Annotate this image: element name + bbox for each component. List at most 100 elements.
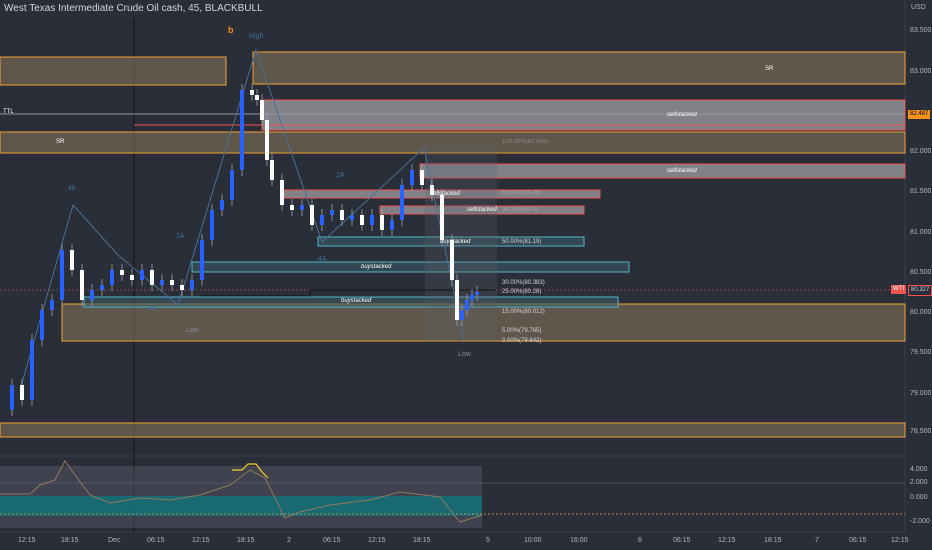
fib-level-label: 15.00%(80.012)	[502, 309, 545, 315]
candle-body	[460, 310, 464, 320]
candle-body	[10, 385, 14, 410]
time-tick: 12:15	[18, 537, 36, 544]
candle-body	[80, 270, 84, 300]
price-tick: 81.500	[910, 188, 932, 195]
price-tick: 82.000	[910, 148, 932, 155]
wave-label-high: High	[249, 33, 264, 40]
sr-zone-low[interactable]	[61, 303, 906, 342]
wave-label: 1A	[176, 233, 185, 240]
fib-level-label: 38.20%(81.0)	[502, 207, 539, 213]
time-tick: 18:15	[61, 537, 79, 544]
time-tick: 12:15	[891, 537, 909, 544]
candle-body	[440, 195, 444, 240]
indicator-fill	[0, 496, 482, 516]
current-price-tag: 82.487	[908, 110, 931, 119]
fib-level-label: 25.00%(80.28)	[502, 289, 542, 295]
sr-zone-top-left[interactable]	[0, 56, 227, 86]
candle-body	[90, 290, 94, 300]
sell-zone-label: sellstacked	[667, 168, 697, 174]
time-tick: 18:15	[237, 537, 255, 544]
wave-label: 4A	[148, 306, 157, 313]
sr-label-top: SR	[765, 66, 774, 72]
candle-body	[270, 160, 274, 180]
fib-level-label: 50.00%(81.19)	[502, 239, 542, 245]
sell-zone-label: sellstacked	[667, 112, 697, 118]
buy-zone-label: buystacked	[341, 298, 372, 304]
time-tick: 6	[638, 537, 642, 544]
candle-body	[240, 90, 244, 170]
time-tick: 7	[815, 537, 819, 544]
candle-body	[475, 292, 479, 295]
price-tick: 78.500	[910, 428, 932, 435]
sr-zone-top[interactable]	[252, 51, 906, 85]
candle-body	[250, 90, 254, 95]
price-tick: 80.000	[910, 309, 932, 316]
fib-retracement-box[interactable]	[425, 143, 497, 342]
ttl-label: TTL	[3, 109, 14, 115]
time-tick: 5	[486, 537, 490, 544]
candle-body	[370, 215, 374, 225]
candle-body	[255, 95, 259, 100]
sr-zone-bottom[interactable]	[0, 422, 906, 438]
candle-body	[400, 185, 404, 220]
candle-body	[450, 240, 454, 280]
candle-body	[200, 240, 204, 280]
candle-body	[350, 215, 354, 220]
candle-body	[20, 385, 24, 400]
sell-zone-4[interactable]	[379, 205, 585, 215]
price-tick: 83.500	[910, 27, 932, 34]
currency-label: USD	[911, 4, 926, 11]
indicator-tick: 0.000	[910, 494, 928, 501]
sell-zone-label: sellstacked	[467, 207, 497, 213]
candle-body	[340, 210, 344, 220]
candle-body	[280, 180, 284, 205]
candles	[10, 84, 479, 416]
candle-body	[100, 285, 104, 290]
candle-body	[180, 285, 184, 290]
fib-level-label: 30.00%(80.383)	[502, 280, 545, 286]
candle-body	[410, 170, 414, 185]
indicator-tick: 2.000	[910, 479, 928, 486]
candle-body	[230, 170, 234, 200]
candle-body	[210, 210, 214, 240]
candle-body	[160, 280, 164, 285]
candle-body	[300, 205, 304, 210]
wti-price-tag: 80.327	[908, 285, 932, 296]
fib-level-label: 100.00%(82.059)	[502, 139, 549, 145]
candle-body	[310, 205, 314, 225]
time-tick: 06:15	[673, 537, 691, 544]
time-tick: 10:00	[524, 537, 542, 544]
candle-body	[380, 215, 384, 230]
time-tick: 06:15	[323, 537, 341, 544]
price-tick: 83.000	[910, 68, 932, 75]
candle-body	[190, 280, 194, 290]
fib-level-label: 0.00%(79.642)	[502, 338, 542, 344]
buy-zone-2[interactable]	[191, 261, 630, 273]
buy-zone-label: buystacked	[440, 239, 471, 245]
wti-symbol-tag: WTI	[891, 285, 906, 294]
fib-level-label: 5.00%(79.765)	[502, 328, 542, 334]
candle-body	[265, 120, 269, 160]
candle-body	[330, 210, 334, 215]
price-tick: 81.000	[910, 229, 932, 236]
indicator-line	[0, 460, 483, 523]
price-tick: 80.500	[910, 269, 932, 276]
price-tick: 79.000	[910, 390, 932, 397]
time-tick: Dec	[108, 537, 121, 544]
candle-body	[170, 280, 174, 285]
candle-body	[40, 310, 44, 340]
candle-body	[30, 340, 34, 400]
candle-body	[320, 215, 324, 225]
indicator-tick: -2.000	[910, 518, 930, 525]
candle-body	[130, 275, 134, 280]
candle-body	[470, 295, 474, 300]
time-tick: 06:15	[147, 537, 165, 544]
candle-body	[50, 300, 54, 310]
sell-zone-label: sellstacked	[430, 191, 460, 197]
time-tick: 16:00	[570, 537, 588, 544]
wave-label: 4A	[318, 256, 327, 263]
candle-body	[60, 250, 64, 300]
buy-zone-3[interactable]	[83, 296, 619, 308]
wave-label: 4b	[68, 185, 76, 192]
